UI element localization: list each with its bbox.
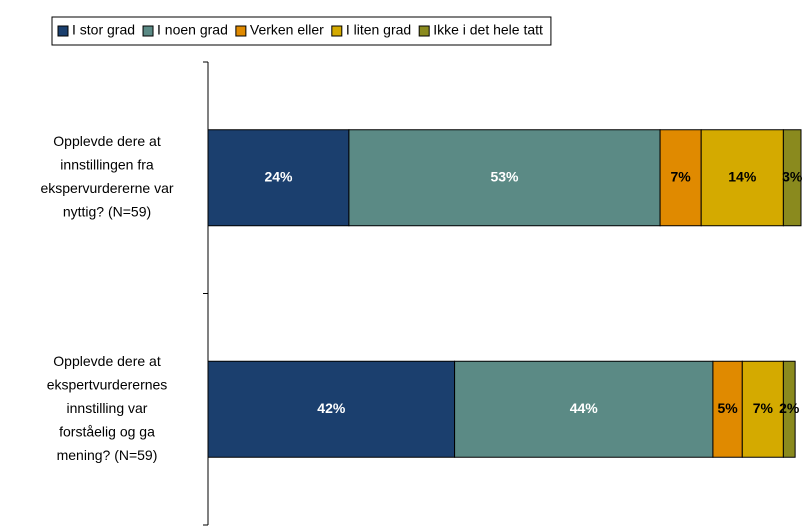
data-label: 5% [717, 400, 738, 416]
category-label: nyttig? (N=59) [63, 204, 151, 220]
legend-label: I stor grad [72, 22, 135, 38]
legend-label: I liten grad [346, 22, 411, 38]
bar-segment [659, 129, 702, 227]
bar-segment [700, 129, 784, 227]
category-label: innstilling var [67, 400, 148, 416]
data-label: 7% [671, 168, 692, 184]
category-label: innstillingen fra [60, 157, 154, 173]
bar-segment [348, 129, 661, 227]
data-label: 2% [779, 400, 800, 416]
category-label: mening? (N=59) [57, 447, 158, 463]
legend-swatch [142, 25, 154, 37]
data-label: 7% [753, 400, 774, 416]
data-label: 14% [728, 168, 757, 184]
data-label: 24% [264, 168, 293, 184]
data-label: 3% [782, 168, 803, 184]
legend-swatch [57, 25, 69, 37]
category-label: forståelig og ga [59, 423, 155, 439]
bar-segment [454, 360, 714, 458]
bar-segment [207, 129, 350, 227]
data-label: 44% [570, 400, 599, 416]
data-label: 42% [317, 400, 346, 416]
legend-swatch [235, 25, 247, 37]
legend-label: I noen grad [157, 22, 228, 38]
legend-swatch [331, 25, 343, 37]
legend-swatch [418, 25, 430, 37]
category-label: Opplevde dere at [53, 133, 161, 149]
bar-segment [782, 360, 796, 458]
bar-segment [782, 129, 802, 227]
category-label: Opplevde dere at [53, 353, 161, 369]
category-label: ekspervurdererne var [40, 180, 173, 196]
legend-label: Ikke i det hele tatt [433, 22, 543, 38]
category-label: ekspertvurderernes [47, 376, 168, 392]
bar-segment [741, 360, 784, 458]
data-label: 53% [490, 168, 519, 184]
bar-segment [207, 360, 456, 458]
legend-label: Verken eller [250, 22, 324, 38]
legend-box [51, 16, 552, 46]
